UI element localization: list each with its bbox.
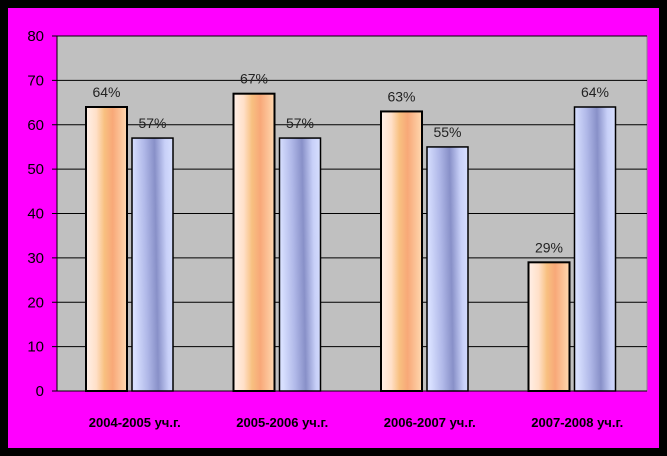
- bar: [527, 261, 571, 392]
- y-tick-label: 20: [27, 294, 44, 311]
- data-label: 57%: [286, 115, 314, 131]
- x-tick-label: 2005-2006 уч.г.: [236, 415, 328, 430]
- y-tick-label: 70: [27, 72, 44, 89]
- x-tick-label: 2004-2005 уч.г.: [89, 415, 181, 430]
- x-tick-label: 2007-2008 уч.г.: [531, 415, 623, 430]
- y-tick-label: 40: [27, 206, 44, 223]
- bar: [426, 146, 469, 392]
- bar: [131, 137, 174, 392]
- bar: [278, 137, 322, 392]
- y-tick-label: 60: [27, 117, 44, 134]
- y-tick-label: 30: [27, 250, 44, 267]
- y-tick-label: 10: [27, 339, 44, 356]
- data-label: 64%: [581, 84, 609, 100]
- data-label: 57%: [138, 115, 166, 131]
- data-label: 67%: [240, 71, 268, 87]
- x-tick-label: 2006-2007 уч.г.: [384, 415, 476, 430]
- y-tick-label: 50: [27, 161, 44, 178]
- bar: [573, 106, 617, 392]
- bar: [232, 92, 276, 392]
- data-label: 29%: [535, 239, 563, 255]
- data-label: 64%: [92, 84, 120, 100]
- bar: [380, 110, 423, 392]
- bar: [85, 106, 128, 392]
- data-label: 55%: [433, 124, 461, 140]
- y-tick-label: 0: [36, 383, 44, 400]
- y-tick-label: 80: [27, 28, 44, 45]
- data-label: 63%: [387, 88, 415, 104]
